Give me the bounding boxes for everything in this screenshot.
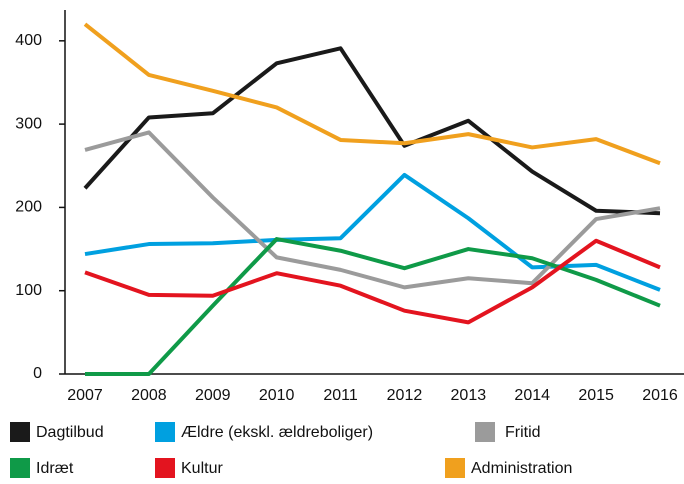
legend-label: Administration: [471, 460, 572, 477]
legend-swatch: [475, 422, 495, 442]
x-tick-label: 2014: [514, 387, 550, 404]
legend-label: Fritid: [505, 424, 541, 441]
y-tick-label: 400: [15, 32, 42, 49]
x-tick-label: 2013: [451, 387, 487, 404]
legend-swatch: [10, 458, 30, 478]
x-tick-label: 2012: [387, 387, 423, 404]
legend-swatch: [155, 422, 175, 442]
x-tick-label: 2008: [131, 387, 167, 404]
y-tick-label: 200: [15, 199, 42, 216]
legend-swatch: [155, 458, 175, 478]
y-tick-label: 300: [15, 115, 42, 132]
series-line: [84, 130, 661, 290]
legend-swatch: [10, 422, 30, 442]
series-line: [83, 22, 661, 166]
x-tick-label: 2009: [195, 387, 231, 404]
x-tick-label: 2010: [259, 387, 295, 404]
y-tick-label: 0: [33, 365, 42, 382]
series-line: [84, 238, 661, 325]
x-tick-label: 2011: [323, 387, 358, 404]
legend-label: Kultur: [181, 460, 223, 477]
series-line: [85, 237, 661, 376]
legend-label: Dagtilbud: [36, 424, 104, 441]
legend-label: Ældre (ekskl. ældreboliger): [181, 424, 373, 441]
series-line: [83, 46, 661, 216]
legend-label: Idræt: [36, 460, 74, 477]
x-tick-label: 2016: [642, 387, 678, 404]
y-tick-label: 100: [15, 282, 42, 299]
x-tick-label: 2015: [578, 387, 614, 404]
legend-swatch: [445, 458, 465, 478]
x-tick-label: 2007: [67, 387, 103, 404]
